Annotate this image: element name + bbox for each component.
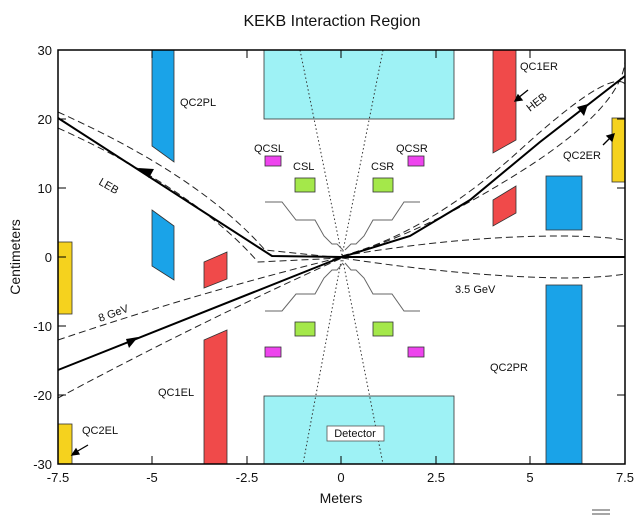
beam-lines — [57, 75, 626, 371]
qc1el-magnet-upper — [203, 251, 228, 289]
detector-label-box — [326, 425, 385, 442]
x-tick-labels: -7.5 -5 -2.5 0 2.5 5 7.5 — [47, 470, 634, 485]
leb-beam-line — [57, 117, 343, 258]
label-leb: LEB — [97, 176, 121, 197]
x-tick-label: 5 — [526, 470, 533, 485]
beam-arrows — [126, 104, 588, 348]
csl-magnet-upper — [294, 177, 316, 193]
x-tick-label: -2.5 — [236, 470, 258, 485]
x-tick-label: -7.5 — [47, 470, 69, 485]
label-csr: CSR — [371, 161, 394, 173]
qc2el-magnet-upper — [57, 241, 73, 315]
leb-arrow — [138, 168, 154, 178]
x-tick-label: 7.5 — [616, 470, 634, 485]
qc1el-magnet-lower — [203, 329, 228, 465]
y-tick-marks — [58, 49, 625, 465]
x-tick-label: 0 — [337, 470, 344, 485]
y-tick-label: 0 — [45, 250, 52, 265]
qc2pr-magnet-upper — [545, 175, 583, 231]
qc1er-magnet-upper — [492, 49, 517, 154]
components — [57, 49, 626, 465]
csl-magnet-lower — [294, 321, 316, 337]
x-tick-marks — [57, 50, 626, 464]
label-qc1el: QC1EL — [158, 387, 194, 399]
beam-envelopes — [57, 61, 626, 399]
qcsr-magnet-lower — [407, 346, 425, 358]
qc2pr-magnet-lower — [545, 284, 583, 465]
y-tick-label: 20 — [38, 112, 52, 127]
label-detector: Detector — [334, 428, 376, 440]
y-tick-label: -10 — [33, 319, 52, 334]
component-labels: QC2PL QC1ER HEB QC2ER QCSL QCSR CSL CSR … — [82, 61, 601, 442]
diagram-title: KEKB Interaction Region — [244, 13, 421, 30]
y-axis-label: Centimeters — [7, 219, 23, 294]
label-qcsl: QCSL — [254, 143, 284, 155]
label-qcsr: QCSR — [396, 143, 428, 155]
x-tick-label: 2.5 — [427, 470, 445, 485]
x-tick-label: -5 — [146, 470, 158, 485]
y-tick-label: 30 — [38, 43, 52, 58]
y-tick-label: -30 — [33, 457, 52, 472]
label-qc2pl: QC2PL — [180, 97, 216, 109]
gev8-beam-line — [57, 256, 343, 371]
y-tick-labels: 30 20 10 0 -10 -20 -30 — [33, 43, 52, 472]
label-35gev: 3.5 GeV — [455, 284, 496, 296]
qcsl-magnet-upper — [264, 155, 282, 167]
y-tick-label: -20 — [33, 388, 52, 403]
qc2pl-magnet-upper — [151, 49, 175, 163]
qc1er-magnet-lower — [492, 185, 517, 227]
qc2er-magnet — [611, 117, 626, 183]
qcsr-magnet-upper — [407, 155, 425, 167]
label-csl: CSL — [293, 161, 314, 173]
qcsl-magnet-lower — [264, 346, 282, 358]
label-qc2er: QC2ER — [563, 150, 601, 162]
label-qc1er: QC1ER — [520, 61, 558, 73]
y-tick-label: 10 — [38, 181, 52, 196]
qc2pl-magnet-lower — [151, 209, 175, 281]
gev8-arrow — [126, 337, 138, 348]
detector-top-block — [263, 49, 455, 120]
label-pointers — [70, 89, 615, 456]
label-heb: HEB — [524, 91, 549, 114]
csr-magnet-lower — [372, 321, 394, 337]
label-qc2pr: QC2PR — [490, 362, 528, 374]
beam-pipe-outline — [265, 201, 420, 312]
label-qc2el: QC2EL — [82, 425, 118, 437]
x-axis-label: Meters — [320, 490, 363, 506]
csr-magnet-upper — [372, 177, 394, 193]
heb-arrow — [577, 104, 588, 116]
heb-beam-line — [341, 75, 626, 258]
qc2el-magnet-lower — [57, 423, 73, 465]
